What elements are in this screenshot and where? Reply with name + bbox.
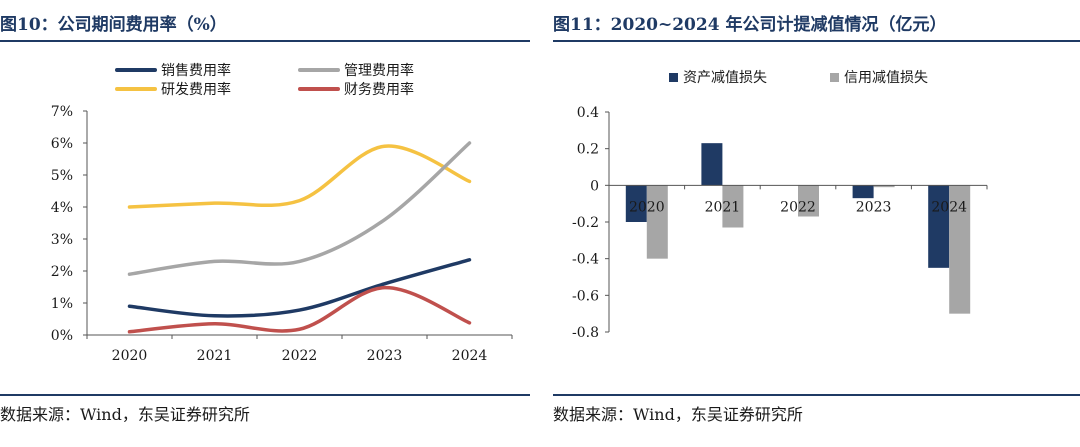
- y-tick-label: 0.4: [577, 105, 599, 121]
- x-tick-label: 2021: [705, 199, 741, 215]
- chart-title: 图10：公司期间费用率（%）: [0, 15, 227, 35]
- x-tick-label: 2020: [629, 199, 665, 215]
- y-tick-label: 3%: [51, 232, 73, 248]
- bar: [722, 185, 744, 228]
- legend-label: 管理费用率: [344, 62, 414, 79]
- legend-swatch: [830, 73, 839, 82]
- series-line: [127, 285, 472, 334]
- source-note: 数据来源：Wind，东吴证券研究所: [553, 405, 803, 424]
- y-tick-label: 0%: [51, 328, 73, 344]
- x-tick-label: 2022: [780, 199, 816, 215]
- y-tick-label: 2%: [51, 264, 73, 280]
- bar: [646, 185, 668, 259]
- bar: [873, 185, 895, 188]
- legend-label: 销售费用率: [161, 62, 231, 79]
- x-tick-label: 2024: [452, 348, 488, 364]
- bar: [928, 185, 950, 268]
- source-note: 数据来源：Wind，东吴证券研究所: [0, 405, 250, 424]
- legend-label: 财务费用率: [344, 81, 414, 98]
- legend-label: 研发费用率: [161, 81, 231, 98]
- title-rule: [553, 40, 1080, 42]
- y-tick-label: 5%: [51, 168, 73, 184]
- x-tick-label: 2020: [112, 348, 148, 364]
- title-rule: [0, 40, 530, 42]
- y-tick-label: 1%: [51, 296, 73, 312]
- legend-label: 资产减值损失: [683, 70, 767, 86]
- x-tick-label: 2021: [197, 348, 233, 364]
- x-tick-label: 2024: [931, 199, 967, 215]
- y-tick-label: -0.8: [572, 325, 599, 341]
- series-line: [127, 141, 472, 276]
- footer-rule: [553, 394, 1080, 396]
- y-tick-label: 0: [590, 178, 599, 194]
- x-tick-label: 2022: [282, 348, 318, 364]
- y-tick-label: 6%: [51, 136, 73, 152]
- footer-rule: [0, 394, 530, 396]
- y-tick-label: -0.4: [572, 252, 599, 268]
- legend-label: 信用减值损失: [844, 70, 928, 86]
- y-tick-label: -0.6: [572, 288, 599, 304]
- series-line: [127, 258, 472, 318]
- x-tick-label: 2023: [367, 348, 403, 364]
- y-tick-label: 4%: [51, 200, 73, 216]
- bar: [625, 185, 647, 222]
- y-tick-label: 0.2: [577, 142, 599, 158]
- chart-title: 图11：2020~2024 年公司计提减值情况（亿元）: [553, 15, 947, 35]
- bar-chart: 0.4 0.2 0 -0.2 -0.4 -0.6 -0.8 2020 2021 2022 2023 2…: [572, 70, 988, 341]
- x-tick-label: 2023: [856, 199, 892, 215]
- y-tick-label: -0.2: [572, 215, 599, 231]
- legend-swatch: [669, 73, 678, 82]
- bar: [701, 143, 723, 186]
- bar: [798, 185, 819, 217]
- panel-expense-ratio: 图10：公司期间费用率（%） 0% 1% 2% 3% 4% 5% 6% 7% 2020 2021 2…: [0, 0, 530, 447]
- bar: [949, 185, 971, 314]
- series-line: [127, 144, 472, 209]
- bar: [852, 185, 874, 199]
- y-tick-label: 7%: [51, 104, 73, 120]
- panel-impairment: 图11：2020~2024 年公司计提减值情况（亿元） 0.4 0.2 0 -0.2 -…: [553, 0, 1080, 447]
- line-chart: 0% 1% 2% 3% 4% 5% 6% 7% 2020 2021 2022 2023 2024 销售费用…: [51, 62, 513, 364]
